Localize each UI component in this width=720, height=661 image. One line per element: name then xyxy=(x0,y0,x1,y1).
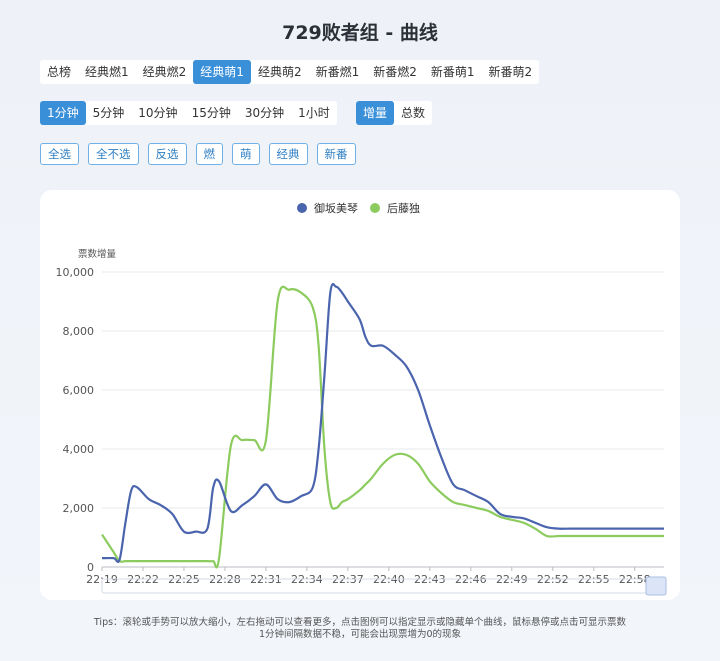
tips-text: Tips：滚轮或手势可以放大缩小，左右拖动可以查看更多，点击图例可以指定显示或隐… xyxy=(70,617,650,641)
page-title: 729败者组 - 曲线 xyxy=(282,22,438,44)
series-line-0 xyxy=(101,283,664,564)
y-tick-label: 6,000 xyxy=(63,384,95,397)
interval-tabs: 1分钟 5分钟 10分钟 15分钟 30分钟 1小时 xyxy=(40,101,337,125)
filter-button-4[interactable]: 萌 xyxy=(232,143,260,165)
legend-label: 御坂美琴 xyxy=(314,201,358,215)
filter-button-2[interactable]: 反选 xyxy=(147,143,187,165)
group-tab-7[interactable]: 新番萌1 xyxy=(430,65,475,79)
filter-button-5[interactable]: 经典 xyxy=(268,143,308,165)
legend-item-0[interactable]: 御坂美琴 xyxy=(297,201,358,215)
mode-tabs: 增量 总数 xyxy=(356,101,433,125)
group-tab-5[interactable]: 新番燃1 xyxy=(315,65,360,79)
group-tab-4[interactable]: 经典萌2 xyxy=(257,65,302,79)
tips-line-2: 1分钟间隔数据不稳，可能会出现票增为0的现象 xyxy=(258,629,462,640)
zoom-slider-handle xyxy=(645,576,667,596)
chart-card: 0 2,000 4,000 6,000 8,000 10,000 票数增量 22:19 22:2… xyxy=(40,190,680,600)
interval-tab-0[interactable]: 1分钟 xyxy=(40,101,86,125)
interval-tab-1[interactable]: 5分钟 xyxy=(92,106,125,120)
series-line-1 xyxy=(101,285,664,569)
legend-marker xyxy=(297,203,307,213)
group-tab-3[interactable]: 经典萌1 xyxy=(193,60,251,84)
filter-button-1[interactable]: 全不选 xyxy=(88,143,139,165)
y-tick-label: 10,000 xyxy=(56,266,95,279)
group-tab-0[interactable]: 总榜 xyxy=(47,65,72,79)
interval-tab-5[interactable]: 1小时 xyxy=(298,106,330,120)
group-tab-2[interactable]: 经典燃2 xyxy=(142,65,187,79)
y-tick-label: 4,000 xyxy=(63,443,95,456)
filter-button-3[interactable]: 燃 xyxy=(195,143,223,165)
mode-tab-1[interactable]: 总数 xyxy=(401,106,426,120)
legend-item-1[interactable]: 后藤独 xyxy=(370,202,420,215)
interval-tab-4[interactable]: 30分钟 xyxy=(244,106,285,120)
legend-label: 后藤独 xyxy=(387,202,420,215)
y-tick-label: 2,000 xyxy=(63,502,95,515)
filter-button-0[interactable]: 全选 xyxy=(40,143,79,165)
group-tab-8[interactable]: 新番萌2 xyxy=(488,65,533,79)
group-tab-6[interactable]: 新番燃2 xyxy=(373,65,417,79)
y-axis-label: 票数增量 xyxy=(78,248,117,260)
legend-marker xyxy=(370,203,380,213)
y-tick-label: 0 xyxy=(87,561,94,574)
filter-buttons: 全选 全不选 反选燃萌经典 新番 xyxy=(40,143,356,165)
filter-button-6[interactable]: 新番 xyxy=(316,143,356,165)
group-tab-1[interactable]: 经典燃1 xyxy=(85,65,129,79)
y-tick-label: 8,000 xyxy=(63,325,95,338)
group-tabs: 总榜 经典燃1 经典燃2 经典萌1 经典萌2 新番燃1 新番燃2 新番萌1 新番萌2 xyxy=(40,60,540,84)
tips-line-1: Tips：滚轮或手势可以放大缩小，左右拖动可以查看更多，点击图例可以指定显示或隐… xyxy=(93,617,627,628)
mode-tab-0[interactable]: 增量 xyxy=(356,101,395,125)
interval-tab-2[interactable]: 10分钟 xyxy=(138,106,178,120)
interval-tab-3[interactable]: 15分钟 xyxy=(191,106,231,120)
